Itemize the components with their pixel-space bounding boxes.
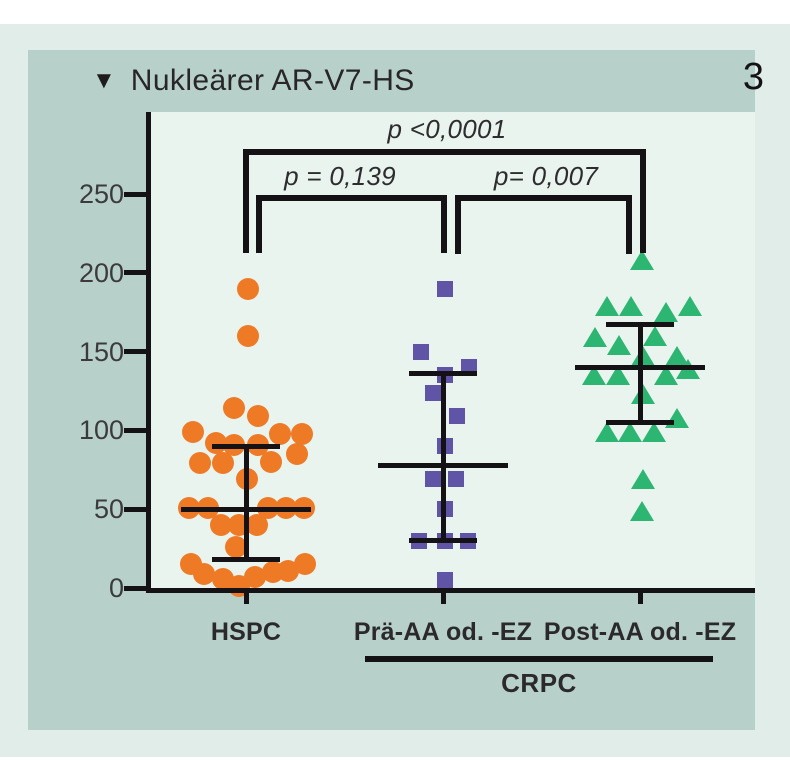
data-point-square: [425, 471, 441, 488]
x-axis-group-label: Prä-AA od. -EZ: [353, 618, 533, 646]
y-axis-tick: [124, 585, 146, 591]
bracket-leg: [441, 201, 447, 253]
figure-number: 3: [742, 56, 764, 98]
data-point-circle: [210, 513, 232, 536]
figure-header: ▼ Nukleärer AR-V7-HS: [28, 50, 755, 112]
data-point-triangle: [606, 365, 630, 386]
x-axis-group-label: HSPC: [210, 618, 282, 646]
data-point-circle: [193, 562, 215, 585]
data-point-circle: [212, 452, 234, 475]
whisker-line: [440, 373, 446, 541]
data-point-triangle: [595, 421, 619, 442]
comparison-bracket: [256, 195, 447, 253]
p-value-label: p= 0,007: [493, 161, 599, 191]
data-point-triangle: [619, 295, 643, 316]
comparison-bracket: [455, 195, 632, 254]
crpc-underline: [365, 656, 713, 662]
data-point-square: [437, 572, 453, 589]
upper-cap: [212, 443, 280, 449]
data-point-triangle: [642, 421, 666, 442]
crpc-label: CRPC: [501, 668, 577, 698]
data-point-square: [437, 280, 453, 297]
data-point-triangle: [582, 365, 606, 386]
y-axis-tick-label: 0: [108, 573, 124, 603]
y-axis-tick-label: 100: [78, 415, 124, 446]
whisker-line: [243, 446, 249, 560]
data-point-square: [448, 471, 464, 488]
data-point-triangle: [631, 384, 655, 405]
y-axis-tick-label: 250: [78, 179, 124, 209]
data-point-triangle: [630, 250, 654, 271]
data-point-circle: [182, 420, 204, 443]
data-point-triangle: [631, 346, 655, 367]
x-axis-line: [146, 588, 755, 593]
data-point-triangle: [595, 295, 619, 316]
lower-cap: [409, 538, 477, 544]
whisker-line: [637, 324, 643, 423]
upper-cap: [409, 371, 477, 377]
y-axis-line: [146, 112, 151, 593]
median-line: [181, 506, 311, 512]
data-point-circle: [237, 277, 259, 300]
bracket-leg: [455, 201, 461, 254]
data-point-circle: [286, 443, 308, 466]
triangle-bullet-icon: ▼: [92, 67, 116, 94]
data-point-triangle: [618, 421, 642, 442]
data-point-circle: [246, 513, 268, 536]
median-line: [378, 462, 508, 468]
x-axis-group-label: Post-AA od. -EZ: [543, 618, 737, 646]
x-axis-tick: [440, 588, 446, 604]
data-point-circle: [294, 553, 316, 576]
data-point-circle: [225, 536, 247, 559]
y-axis-tick: [124, 427, 146, 433]
data-point-triangle: [643, 325, 667, 346]
data-point-circle: [247, 405, 269, 428]
lower-cap: [606, 420, 674, 426]
lower-cap: [212, 557, 280, 563]
y-axis-tick: [124, 191, 146, 197]
p-value-label: p = 0,139: [284, 161, 396, 191]
y-axis-tick: [124, 506, 146, 512]
y-axis-tick: [124, 270, 146, 276]
bracket-leg: [640, 155, 646, 253]
data-point-triangle: [607, 335, 631, 356]
data-point-circle: [189, 452, 211, 475]
data-point-triangle: [583, 327, 607, 348]
data-point-circle: [269, 422, 291, 445]
y-axis-tick-label: 200: [78, 257, 124, 288]
median-line: [575, 364, 705, 370]
bracket-leg: [243, 155, 249, 253]
upper-cap: [606, 322, 674, 328]
x-axis-tick: [243, 588, 249, 604]
comparison-bracket: [243, 149, 646, 253]
figure-title: Nukleärer AR-V7-HS: [130, 64, 415, 97]
bracket-leg: [256, 201, 262, 253]
x-axis-tick: [637, 588, 643, 604]
data-point-circle: [237, 324, 259, 347]
y-axis-tick-label: 50: [93, 494, 124, 525]
bracket-leg: [626, 201, 632, 254]
data-point-triangle: [654, 365, 678, 386]
y-axis-tick-label: 150: [78, 336, 124, 367]
data-point-triangle: [678, 295, 702, 316]
data-point-square: [449, 408, 465, 425]
y-axis-tick: [124, 349, 146, 355]
data-point-triangle: [630, 500, 654, 521]
data-point-square: [413, 343, 429, 360]
data-point-circle: [291, 422, 313, 445]
data-point-triangle: [654, 302, 678, 323]
data-point-triangle: [631, 469, 655, 490]
data-point-square: [425, 384, 441, 401]
data-point-circle: [223, 397, 245, 420]
p-value-label: p <0,0001: [387, 114, 507, 144]
data-point-circle: [260, 450, 282, 473]
data-point-circle: [277, 559, 299, 582]
